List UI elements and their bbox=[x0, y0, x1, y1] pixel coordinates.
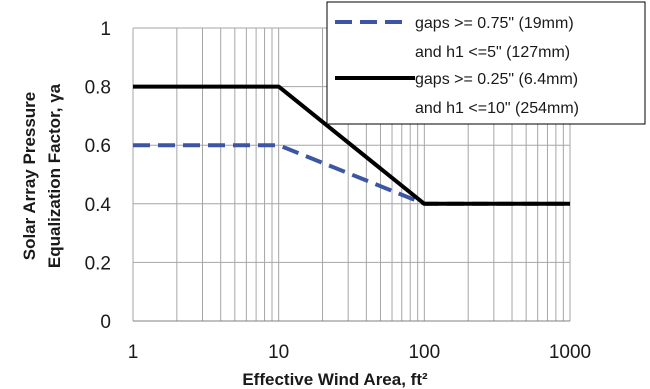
y-tick-label: 1 bbox=[100, 19, 111, 40]
y-axis-title: Solar Array Pressure Equalization Factor… bbox=[20, 83, 64, 268]
y-axis-title-line2: Equalization Factor, γa bbox=[45, 83, 64, 268]
y-axis-title-line1: Solar Array Pressure bbox=[20, 92, 39, 261]
y-tick-label: 0.8 bbox=[85, 78, 111, 99]
y-tick-label: 0.2 bbox=[85, 253, 111, 274]
x-tick-label: 1 bbox=[128, 342, 139, 363]
legend-label-series2-line1: gaps >= 0.25" (6.4mm) bbox=[415, 71, 578, 88]
x-tick-label: 100 bbox=[408, 342, 440, 363]
y-tick-label: 0 bbox=[100, 312, 111, 333]
series bbox=[133, 84, 570, 206]
y-tick-label: 0.6 bbox=[85, 136, 111, 157]
y-tick-label: 0.4 bbox=[85, 195, 112, 216]
x-tick-labels: 1 10 100 1000 bbox=[128, 342, 591, 363]
series-line-2 bbox=[133, 84, 570, 206]
x-tick-label: 1000 bbox=[549, 342, 591, 363]
legend-label-series1-line2: and h1 <=5" (127mm) bbox=[415, 44, 570, 61]
x-tick-label: 10 bbox=[268, 342, 289, 363]
legend-label-series2-line2: and h1 <=10" (254mm) bbox=[415, 100, 579, 117]
series-line-1 bbox=[133, 143, 570, 206]
y-tick-labels: 0 0.2 0.4 0.6 0.8 1 bbox=[85, 19, 112, 333]
legend-box bbox=[326, 1, 646, 125]
legend: gaps >= 0.75" (19mm) and h1 <=5" (127mm)… bbox=[326, 1, 646, 125]
x-axis-title: Effective Wind Area, ft² bbox=[242, 370, 428, 389]
legend-label-series1-line1: gaps >= 0.75" (19mm) bbox=[415, 15, 574, 32]
